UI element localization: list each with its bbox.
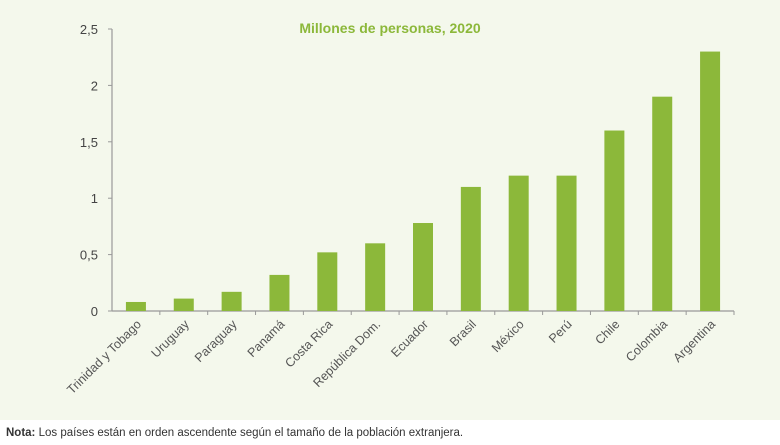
bar-paraguay (221, 291, 242, 311)
x-tick-label: Uruguay (149, 317, 193, 361)
y-tick-label: 1 (91, 191, 98, 206)
x-tick-label: Ecuador (388, 317, 431, 360)
y-tick-label: 0,5 (80, 248, 98, 263)
note-label: Nota: (6, 427, 36, 439)
x-tick-label: Panamá (245, 317, 288, 360)
bar-ecuador (413, 223, 433, 311)
x-tick-label: Trinidad y Tobago (64, 317, 144, 397)
x-tick-label: Perú (546, 317, 575, 346)
x-tick-label: Colombia (623, 317, 670, 364)
chart-panel: Millones de personas, 2020 0 0,5 1 1,5 2 2,5 Tr… (0, 0, 780, 420)
bar-brasil (460, 186, 481, 311)
y-tick-label: 2,5 (80, 22, 98, 37)
bar-uruguay (173, 298, 194, 311)
y-tick-label: 0 (91, 304, 98, 319)
bar-chart: Millones de personas, 2020 0 0,5 1 1,5 2 2,5 Tr… (64, 20, 735, 397)
bar-per- (556, 175, 577, 311)
bar-panam- (269, 274, 290, 311)
x-tick-label: Argentina (670, 317, 718, 365)
bar-m-xico (508, 175, 529, 311)
y-tick-label: 2 (91, 78, 98, 93)
note-text: Los países están en orden ascendente seg… (35, 427, 464, 439)
x-tick-label: Chile (592, 317, 622, 347)
x-tick-label: Brasil (447, 317, 479, 349)
x-tick-label: Paraguay (192, 317, 240, 365)
bar-costa-rica (317, 252, 338, 311)
bar-trinidad-y-tobago (125, 301, 146, 311)
footnote: Nota: Los países están en orden ascenden… (6, 427, 463, 439)
bar-argentina (700, 51, 721, 312)
bar-colombia (652, 96, 673, 312)
x-tick-label: México (489, 317, 527, 355)
chart-title: Millones de personas, 2020 (299, 20, 481, 36)
y-tick-label: 1,5 (80, 135, 98, 150)
bar-rep-blica-dom- (365, 243, 386, 311)
bar-chile (604, 130, 625, 311)
